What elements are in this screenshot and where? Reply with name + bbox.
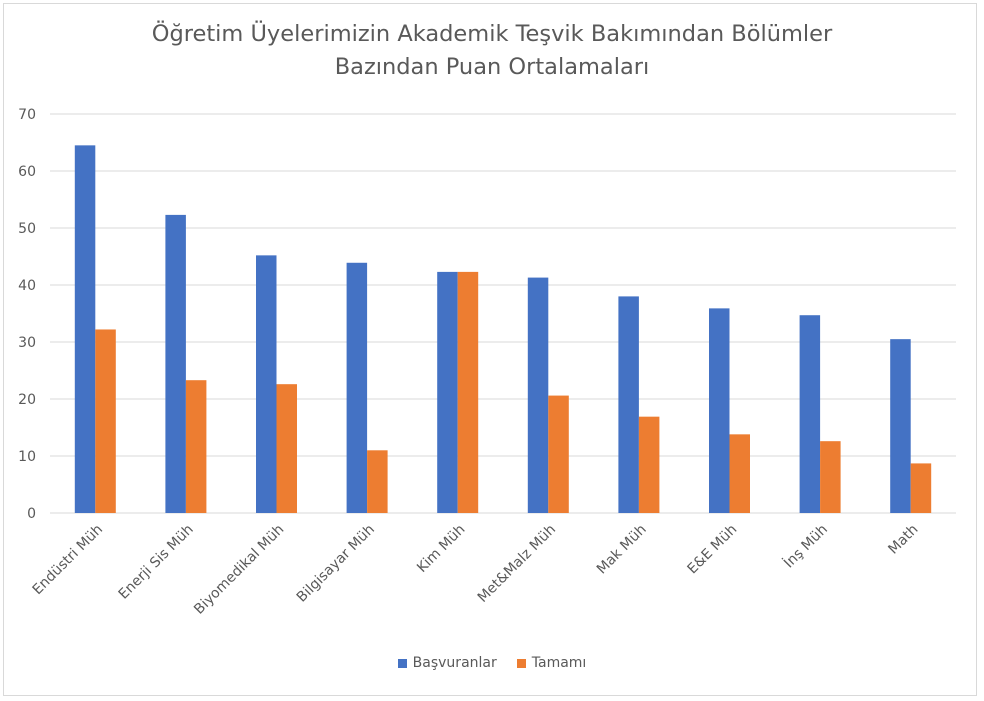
bar-ba-vuranlar-enerji-sis-m-h [165,214,186,513]
x-tick-label: Mak Müh [594,522,650,578]
y-tick-label: 30 [18,335,36,351]
y-tick-label: 10 [18,449,36,465]
y-tick-label: 20 [18,392,36,408]
x-tick-label: Math [885,522,921,558]
y-tick-label: 40 [18,278,36,294]
chart-title: Öğretim Üyelerimizin Akademik Teşvik Bak… [0,18,984,84]
legend-label-tamami: Tamamı [531,655,587,671]
bars [74,145,932,514]
chart-title-line-2: Bazından Puan Ortalamaları [334,54,650,80]
x-tick-label: Kim Müh [414,522,468,576]
bar-tamam-kim-m-h [457,271,479,513]
bar-ba-vuranlar-kim-m-h [437,271,458,513]
legend-item-basvuranlar: Başvuranlar [397,655,497,671]
x-tick-label: Bilgisayar Müh [294,522,378,606]
bar-ba-vuranlar-e-e-m-h [709,308,730,513]
bar-tamam-math [910,463,932,513]
y-tick-label: 60 [18,164,36,180]
bar-tamam-i-n-m-h [820,441,841,513]
bar-ba-vuranlar-i-n-m-h [799,315,821,513]
bar-ba-vuranlar-end-stri-m-h [74,145,96,513]
x-tick-label: Endüstri Müh [30,522,107,599]
bar-ba-vuranlar-bilgisayar-m-h [346,262,368,513]
y-axis-ticks: 0 10 20 30 40 50 60 70 [18,107,36,522]
legend-item-tamami: Tamamı [516,655,587,671]
bar-tamam-met-malz-m-h [548,395,569,513]
bar-tamam-e-e-m-h [729,434,750,513]
chart-title-line-1: Öğretim Üyelerimizin Akademik Teşvik Bak… [151,21,833,47]
legend-swatch-tamami [516,658,526,668]
bar-ba-vuranlar-met-malz-m-h [527,277,549,513]
bar-ba-vuranlar-biyomedikal-m-h [256,255,277,514]
x-tick-label: E&E Müh [685,522,741,578]
x-tick-label: Met&Malz Müh [475,522,559,606]
bar-tamam-end-stri-m-h [95,329,116,513]
x-tick-label: Biyomedikal Müh [191,522,287,618]
bar-tamam-mak-m-h [638,416,660,513]
legend: Başvuranlar Tamamı [0,655,984,671]
bar-tamam-enerji-sis-m-h [185,380,207,513]
y-tick-label: 0 [27,506,36,522]
bar-tamam-biyomedikal-m-h [276,384,297,513]
x-tick-label: İnş Müh [780,520,831,571]
legend-label-basvuranlar: Başvuranlar [412,655,497,671]
y-tick-label: 50 [18,221,36,237]
legend-swatch-basvuranlar [397,658,407,668]
bar-ba-vuranlar-math [890,339,911,513]
x-tick-label: Enerji Sis Müh [116,522,197,603]
y-tick-label: 70 [18,107,36,123]
bar-tamam-bilgisayar-m-h [367,450,388,513]
bar-ba-vuranlar-mak-m-h [618,296,639,513]
